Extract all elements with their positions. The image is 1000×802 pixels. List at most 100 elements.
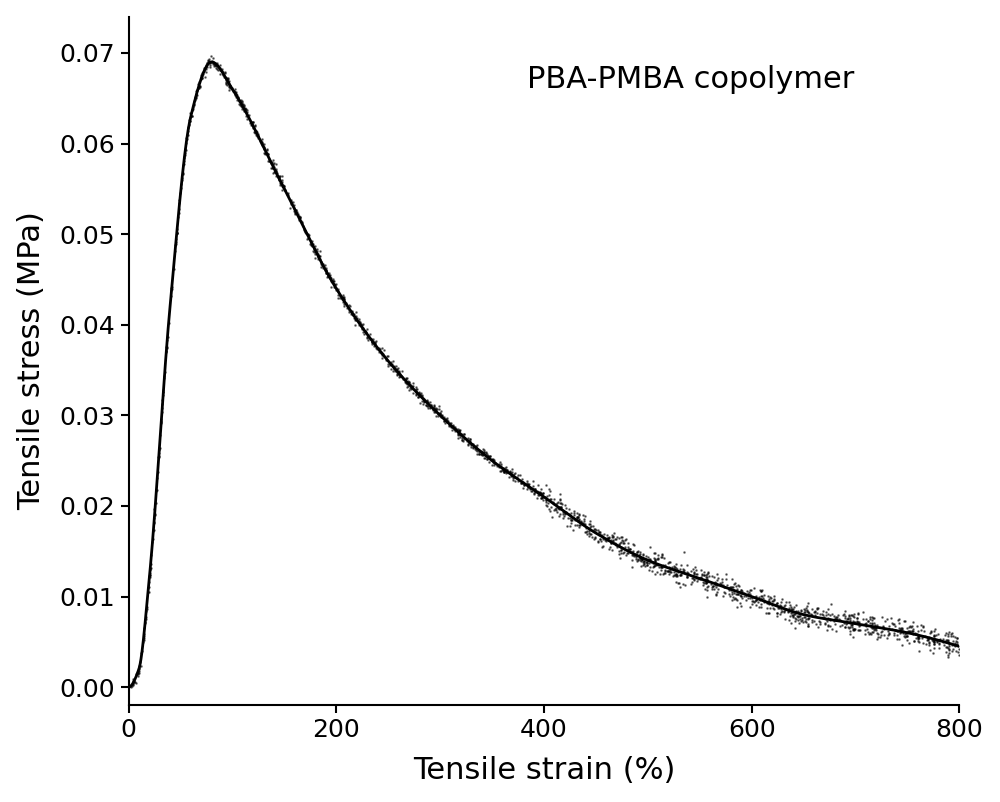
Point xyxy=(180,122,196,135)
Point xyxy=(519,475,535,488)
Point xyxy=(543,500,559,513)
Point xyxy=(271,172,287,185)
Point xyxy=(797,603,813,616)
Point xyxy=(859,622,875,635)
Point xyxy=(801,607,817,620)
Point xyxy=(590,535,606,548)
Point xyxy=(356,328,372,341)
Point xyxy=(904,625,920,638)
Point xyxy=(336,298,352,310)
Point xyxy=(858,613,874,626)
Point xyxy=(599,532,615,545)
Point xyxy=(451,425,467,438)
Point xyxy=(545,496,561,508)
Point xyxy=(212,64,228,77)
Point xyxy=(788,599,804,612)
Point xyxy=(707,576,723,589)
Point xyxy=(423,399,439,411)
Point xyxy=(929,635,945,648)
Point xyxy=(929,634,945,647)
Point xyxy=(343,308,359,321)
Point xyxy=(134,645,150,658)
Point xyxy=(601,543,617,556)
Point xyxy=(137,615,153,628)
Point xyxy=(405,376,421,389)
Point xyxy=(159,341,175,354)
Point xyxy=(131,660,147,673)
Point xyxy=(849,612,865,625)
Point xyxy=(393,370,409,383)
Point xyxy=(463,439,479,452)
Point xyxy=(132,656,148,669)
Point xyxy=(271,170,287,183)
Point xyxy=(190,82,206,95)
Point xyxy=(653,550,669,563)
Point xyxy=(130,666,146,679)
Point xyxy=(420,395,436,408)
Point xyxy=(753,589,769,602)
Point xyxy=(791,617,807,630)
Point xyxy=(459,435,475,448)
Point xyxy=(923,626,939,638)
Point xyxy=(321,266,337,279)
Point xyxy=(135,636,151,649)
Point xyxy=(850,618,866,630)
Point xyxy=(167,238,183,251)
Point xyxy=(454,427,470,440)
Point xyxy=(832,614,848,626)
Point xyxy=(142,571,158,584)
Point xyxy=(238,103,254,115)
Point xyxy=(142,569,158,581)
Point xyxy=(796,603,812,616)
Point xyxy=(699,581,715,593)
Point xyxy=(639,558,655,571)
Point xyxy=(130,670,146,683)
Point xyxy=(404,379,420,392)
Point xyxy=(574,516,590,529)
Point xyxy=(474,448,490,461)
Point xyxy=(753,597,769,610)
Point xyxy=(685,563,701,576)
Point xyxy=(835,609,851,622)
Point xyxy=(491,460,507,473)
Point xyxy=(781,604,797,617)
Point xyxy=(645,557,661,569)
Point xyxy=(484,453,500,466)
Point xyxy=(668,567,684,580)
Point xyxy=(547,503,563,516)
Point xyxy=(635,549,651,561)
Point xyxy=(495,463,511,476)
Point xyxy=(566,508,582,521)
Point xyxy=(366,340,382,353)
Point xyxy=(531,486,547,499)
Point xyxy=(292,212,308,225)
Point xyxy=(601,531,617,544)
Point xyxy=(267,164,283,177)
Point xyxy=(753,592,769,605)
Point xyxy=(578,525,594,538)
Point xyxy=(384,358,400,371)
Point xyxy=(391,365,407,378)
Point xyxy=(285,196,301,209)
Point xyxy=(205,51,221,64)
Point xyxy=(408,387,424,400)
Point xyxy=(840,621,856,634)
Point xyxy=(865,611,881,624)
Point xyxy=(699,574,715,587)
Point xyxy=(753,601,769,614)
Point xyxy=(797,606,813,618)
Point xyxy=(236,99,252,112)
Point xyxy=(248,124,264,137)
Point xyxy=(215,66,231,79)
Point xyxy=(642,540,658,553)
Point xyxy=(622,543,638,556)
Point xyxy=(260,148,276,160)
Point xyxy=(602,541,618,553)
Point xyxy=(146,516,162,529)
Point xyxy=(914,632,930,645)
Point xyxy=(438,412,454,425)
Point xyxy=(538,494,554,507)
Point xyxy=(860,626,876,638)
Point xyxy=(510,475,526,488)
Point xyxy=(497,462,513,475)
